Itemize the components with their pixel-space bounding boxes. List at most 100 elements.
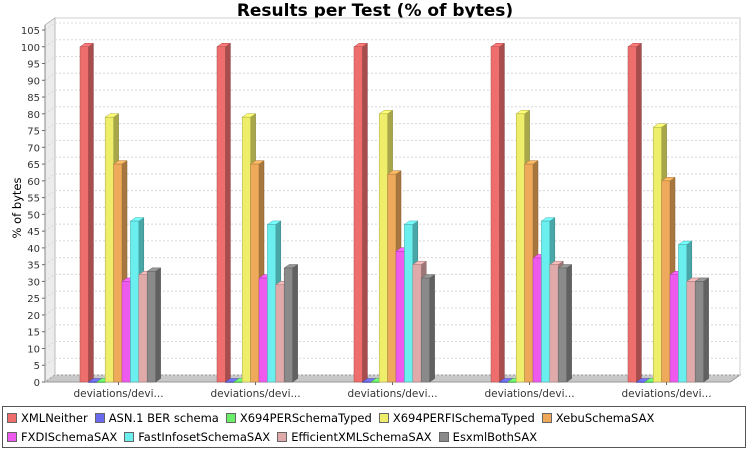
bar-front bbox=[378, 113, 388, 383]
bar bbox=[627, 42, 643, 383]
y-tick-label: 65 bbox=[27, 160, 40, 171]
bar-front bbox=[241, 116, 251, 383]
bar-side bbox=[225, 42, 231, 383]
bar bbox=[216, 42, 232, 383]
bar-chart: 0 5 10 15 20 25 30 35 40 45 50 55 60 65 70 75 80 85 90 95 10… bbox=[10, 17, 742, 400]
legend-item: ASN.1 BER schema bbox=[94, 411, 219, 425]
y-tick-label: 30 bbox=[27, 277, 40, 288]
bar-front bbox=[636, 381, 646, 383]
legend-label: EsxmlBothSAX bbox=[452, 430, 538, 444]
legend-swatch bbox=[7, 432, 17, 442]
x-axis: deviations/devi... deviations/devi... devi… bbox=[73, 382, 712, 400]
y-tick-label: 105 bbox=[21, 26, 40, 37]
y-tick-label: 60 bbox=[27, 177, 40, 188]
bar bbox=[420, 274, 436, 383]
bar-front bbox=[524, 163, 534, 383]
legend-swatch bbox=[225, 413, 236, 423]
y-tick-label: 10 bbox=[27, 344, 40, 355]
bar-front bbox=[490, 46, 500, 383]
y-tick-label: 40 bbox=[27, 244, 40, 255]
bar-front bbox=[412, 264, 422, 383]
bars bbox=[79, 42, 710, 383]
bar-front bbox=[258, 277, 268, 383]
legend-item: X694PERFISchemaTyped bbox=[378, 411, 535, 425]
bar-side bbox=[88, 42, 94, 383]
legend-swatch bbox=[277, 432, 288, 442]
y-tick-label: 85 bbox=[27, 93, 40, 104]
legend-swatch bbox=[94, 413, 105, 423]
y-tick-label: 5 bbox=[34, 361, 40, 372]
bar-front bbox=[104, 116, 114, 383]
y-tick-label: 0 bbox=[34, 378, 40, 389]
legend-swatch bbox=[438, 432, 449, 442]
legend-swatch bbox=[7, 413, 17, 423]
bar-front bbox=[541, 220, 551, 383]
bar-side bbox=[703, 277, 709, 383]
legend-item: EfficientXMLSchemaSAX bbox=[277, 430, 432, 444]
legend-swatch bbox=[541, 413, 552, 423]
bar-front bbox=[420, 277, 430, 383]
bar-front bbox=[275, 284, 285, 383]
y-tick-label: 75 bbox=[27, 127, 40, 138]
bar-front bbox=[96, 381, 106, 383]
bar-front bbox=[146, 271, 156, 383]
bar-front bbox=[627, 46, 637, 383]
bar-front bbox=[88, 381, 98, 383]
bar-side bbox=[292, 264, 298, 383]
bar-front bbox=[362, 381, 372, 383]
legend-label: FastInfosetSchemaSAX bbox=[138, 430, 271, 444]
bar-front bbox=[250, 163, 260, 383]
y-tick-label: 90 bbox=[27, 76, 40, 87]
bar-side bbox=[499, 42, 505, 383]
bar bbox=[79, 42, 95, 383]
bar-side bbox=[429, 274, 435, 383]
bar-front bbox=[678, 244, 688, 383]
legend-swatch bbox=[124, 432, 135, 442]
x-tick-label: deviations/devi... bbox=[73, 388, 163, 400]
bar bbox=[283, 264, 299, 383]
bar-front bbox=[404, 224, 414, 383]
legend-item: XebuSchemaSAX bbox=[541, 411, 655, 425]
bar-front bbox=[353, 46, 363, 383]
bar-front bbox=[370, 381, 380, 383]
bar-front bbox=[387, 173, 397, 383]
legend-label: XebuSchemaSAX bbox=[555, 411, 655, 425]
bar-side bbox=[566, 264, 572, 383]
bar-front bbox=[686, 281, 696, 383]
legend-item: X694PERSchemaTyped bbox=[225, 411, 372, 425]
y-tick-label: 20 bbox=[27, 311, 40, 322]
y-tick-label: 80 bbox=[27, 110, 40, 121]
legend-item: EsxmlBothSAX bbox=[438, 430, 538, 444]
bar-front bbox=[79, 46, 89, 383]
x-tick-label: deviations/devi... bbox=[621, 388, 711, 400]
bar-front bbox=[138, 274, 148, 383]
y-tick-label: 15 bbox=[27, 328, 40, 339]
bar-front bbox=[557, 267, 567, 383]
bar-front bbox=[549, 264, 559, 383]
bar-front bbox=[283, 267, 293, 383]
bar bbox=[353, 42, 369, 383]
bar-front bbox=[661, 180, 671, 383]
legend-label: FXDISchemaSAX bbox=[21, 430, 118, 444]
legend-label: ASN.1 BER schema bbox=[108, 411, 219, 425]
chart-title: Results per Test (% of bytes) bbox=[236, 1, 514, 21]
bar-front bbox=[267, 224, 277, 383]
legend-item: XMLNeither bbox=[7, 411, 88, 425]
legend: XMLNeither ASN.1 BER schema X694PERSchemaT… bbox=[2, 406, 746, 448]
bar-front bbox=[113, 163, 123, 383]
legend-swatch bbox=[378, 413, 389, 423]
y-tick-label: 50 bbox=[27, 210, 40, 221]
y-tick-label: 100 bbox=[21, 43, 40, 54]
bar bbox=[490, 42, 506, 383]
legend-label: X694PERFISchemaTyped bbox=[392, 411, 535, 425]
bar-side bbox=[362, 42, 368, 383]
bar-front bbox=[499, 381, 509, 383]
legend-item: FXDISchemaSAX bbox=[7, 430, 117, 444]
legend-item: FastInfosetSchemaSAX bbox=[124, 430, 270, 444]
y-axis-label: % of bytes bbox=[10, 177, 24, 238]
bar-front bbox=[652, 126, 662, 383]
bar-side bbox=[155, 267, 161, 383]
x-tick-label: deviations/devi... bbox=[347, 388, 437, 400]
y-tick-label: 25 bbox=[27, 294, 40, 305]
bar-front bbox=[532, 257, 542, 383]
